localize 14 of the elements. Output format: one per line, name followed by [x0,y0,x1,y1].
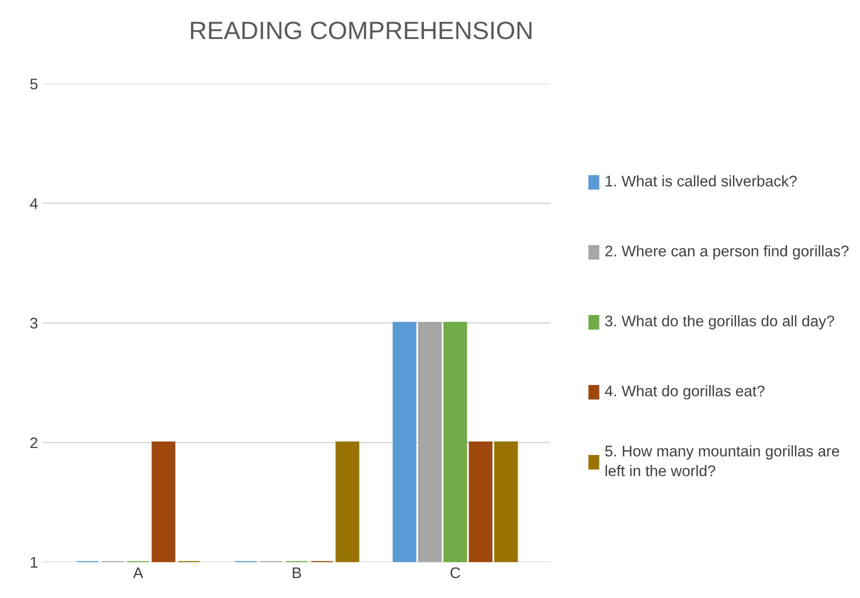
y-tick-label: 3 [30,318,38,329]
legend-label: 4. What do gorillas eat? [604,385,765,400]
x-tick-label: B [292,568,301,578]
legend-label: 5. How many mountain gorillas are left in the world? [605,445,840,476]
x-tick-label: A [133,568,144,578]
legend-label: 3. What do the gorillas do all day? [605,315,834,330]
y-tick-label: 2 [30,437,38,448]
legend-label: 2. Where can a person find gorillas? [605,245,849,260]
y-tick-label: 4 [30,198,38,209]
chart-title: READING COMPREHENSION [191,22,532,40]
legend-label: 1. What is called silverback? [606,175,797,186]
y-tick-label: 1 [30,557,38,568]
x-tick-label: C [450,567,460,578]
y-tick-label: 5 [30,78,38,90]
